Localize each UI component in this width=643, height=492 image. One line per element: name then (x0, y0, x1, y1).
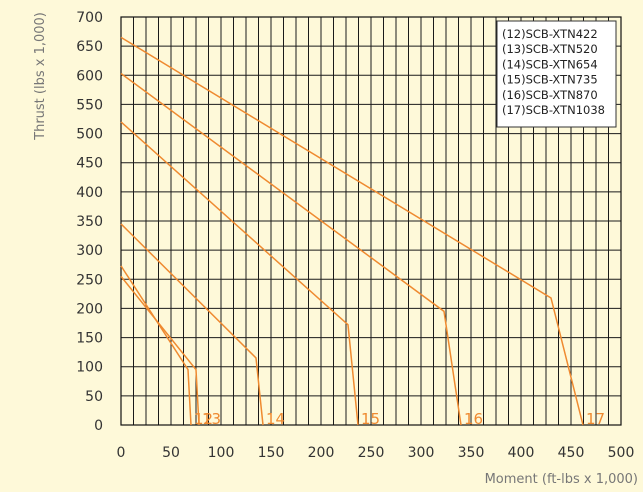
y-tick-label: 0 (94, 418, 103, 434)
series-line-16 (120, 72, 462, 426)
curve-label-13: 13 (202, 410, 221, 428)
legend-box (496, 20, 617, 128)
legend-entry: (14)SCB-XTN654 (502, 57, 598, 71)
x-tick-label: 450 (558, 445, 585, 461)
y-axis-title: Thrust (lbs x 1,000) (33, 12, 48, 141)
series-line-13 (120, 275, 200, 426)
grid (120, 16, 622, 426)
y-tick-label: 300 (76, 243, 103, 259)
y-tick-label: 450 (76, 156, 103, 172)
curve-label-17: 17 (586, 410, 605, 428)
curve-label-15: 15 (361, 410, 380, 428)
y-tick-label: 400 (76, 185, 103, 201)
y-tick-label: 350 (76, 214, 103, 230)
legend-entry: (17)SCB-XTN1038 (502, 103, 605, 117)
x-tick-label: 300 (408, 445, 435, 461)
x-tick-label: 500 (608, 445, 635, 461)
y-tick-label: 700 (76, 10, 103, 26)
x-tick-label: 150 (258, 445, 285, 461)
legend-entry: (12)SCB-XTN422 (502, 27, 598, 41)
x-tick-label: 50 (162, 445, 180, 461)
y-tick-label: 600 (76, 68, 103, 84)
plot-frame (120, 16, 622, 426)
y-tick-label: 50 (85, 389, 103, 405)
legend-entry: (13)SCB-XTN520 (502, 42, 598, 56)
series-line-14 (120, 223, 264, 426)
x-tick-label: 250 (358, 445, 385, 461)
y-tick-label: 100 (76, 360, 103, 376)
y-tick-label: 250 (76, 272, 103, 288)
curve-label-12: 12 (194, 410, 213, 428)
legend-entry: (15)SCB-XTN735 (502, 73, 598, 87)
y-tick-label: 650 (76, 39, 103, 55)
legend-entry: (16)SCB-XTN870 (502, 88, 598, 102)
series-line-12 (120, 265, 192, 426)
y-tick-label: 200 (76, 301, 103, 317)
y-tick-label: 500 (76, 127, 103, 143)
x-tick-label: 400 (508, 445, 535, 461)
x-tick-label: 0 (117, 445, 126, 461)
y-axis-ticks: 0 50 100 150 200 250 300 350 400 450 500 550 600 650 7… (76, 10, 103, 434)
x-axis-title: Moment (ft-lbs x 1,000) (485, 472, 638, 487)
series-line-15 (120, 121, 359, 426)
curves (120, 36, 584, 426)
curve-label-16: 16 (464, 410, 483, 428)
legend: (12)SCB-XTN422(13)SCB-XTN520(14)SCB-XTN6… (496, 20, 617, 128)
x-tick-label: 350 (458, 445, 485, 461)
x-axis-ticks: 0 50 100 150 200 250 300 350 400 450 500 (117, 445, 635, 461)
curve-label-14: 14 (266, 410, 285, 428)
series-line-17 (120, 36, 584, 426)
x-tick-label: 100 (208, 445, 235, 461)
y-tick-label: 550 (76, 97, 103, 113)
x-tick-label: 200 (308, 445, 335, 461)
y-tick-label: 150 (76, 331, 103, 347)
